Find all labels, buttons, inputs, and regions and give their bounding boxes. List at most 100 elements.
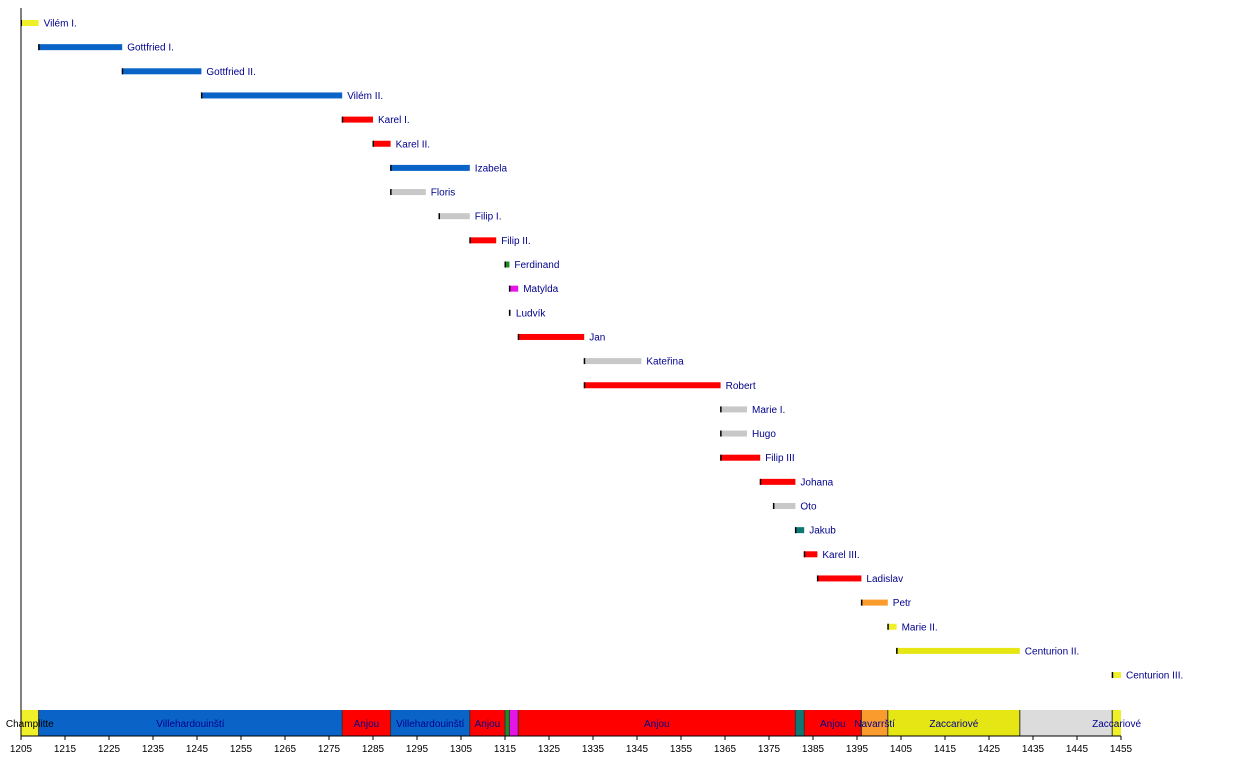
- label-robert: Robert: [726, 381, 756, 392]
- x-tick-label-1295: 1295: [406, 744, 429, 755]
- dynasty-segment-1: [38, 710, 343, 736]
- bar-start-tick-ferdinand: [504, 261, 506, 268]
- dynasty-segment-4: [469, 710, 505, 736]
- bar-ferdinand: [505, 261, 510, 268]
- x-tick-label-1395: 1395: [846, 744, 869, 755]
- bar-karel-ii: [373, 140, 391, 147]
- x-tick-label-1365: 1365: [714, 744, 737, 755]
- dynasty-boundary-13: [1111, 710, 1113, 736]
- dynasty-label-1: Villehardouinští: [156, 719, 224, 730]
- bar-start-tick-karel-ii: [372, 140, 374, 147]
- x-tick-label-1275: 1275: [318, 744, 341, 755]
- dynasty-boundary-11: [887, 710, 889, 736]
- bar-start-tick-filip-i: [438, 213, 440, 220]
- bar-start-tick-vilem-ii: [200, 92, 203, 99]
- label-ludvik: Ludvík: [516, 308, 546, 319]
- dynasty-boundary-10: [860, 710, 862, 736]
- bar-start-tick-matylda: [508, 285, 511, 292]
- bar-filip-iii: [720, 454, 761, 461]
- x-tick-label-1405: 1405: [890, 744, 913, 755]
- bar-start-tick-gottfried-ii: [121, 68, 124, 75]
- dynasty-segment-12: [1019, 710, 1113, 736]
- bar-petr: [861, 599, 888, 606]
- x-tick-label-1245: 1245: [186, 744, 209, 755]
- label-marie-ii: Marie II.: [902, 622, 938, 633]
- x-tick-label-1325: 1325: [538, 744, 561, 755]
- x-tick-label-1255: 1255: [230, 744, 253, 755]
- ruler-bars: Vilém I. Gottfried I. Gottfried II. Vilém I…: [20, 19, 1183, 682]
- bar-oto: [773, 503, 796, 509]
- label-marie-i: Marie I.: [752, 405, 785, 416]
- bar-start-tick-katerina: [583, 358, 586, 365]
- bar-vilem-i: [21, 20, 39, 26]
- x-tick-label-1215: 1215: [54, 744, 77, 755]
- bar-start-tick-filip-iii: [720, 454, 722, 461]
- dynasty-segment-8: [795, 710, 805, 736]
- bar-start-tick-ludvik: [508, 309, 511, 316]
- x-tick-label-1265: 1265: [274, 744, 297, 755]
- label-filip-ii: Filip II.: [501, 236, 530, 247]
- bar-izabela: [390, 164, 470, 171]
- bar-jan: [518, 333, 585, 340]
- x-tick-label-1305: 1305: [450, 744, 473, 755]
- dynasty-segment-11: [887, 710, 1020, 736]
- dynasty-label-4: Anjou: [475, 719, 501, 730]
- label-vilem-ii: Vilém II.: [347, 91, 383, 102]
- label-jakub: Jakub: [809, 526, 836, 537]
- bar-karel-iii: [804, 551, 818, 558]
- dynasty-band: Champlitte Villehardouinští Anjou Villehard…: [6, 710, 1141, 736]
- label-karel-ii: Karel II.: [396, 139, 430, 150]
- label-ferdinand: Ferdinand: [514, 260, 559, 271]
- bar-start-tick-johana: [759, 478, 762, 485]
- label-vilem-i: Vilém I.: [44, 19, 77, 30]
- bar-karel-i: [342, 116, 373, 123]
- dynasty-segment-7: [518, 710, 796, 736]
- bar-start-tick-gottfried-i: [38, 44, 40, 51]
- x-tick-label-1235: 1235: [142, 744, 165, 755]
- dynasty-label-13: Zaccariové: [1092, 719, 1141, 730]
- label-centurion-iii: Centurion III.: [1126, 671, 1183, 682]
- dynasty-label-0: Champlitte: [6, 719, 54, 730]
- label-floris: Floris: [431, 188, 455, 199]
- dynasty-segment-13: [1112, 710, 1121, 736]
- dynasty-boundary-1: [38, 710, 40, 736]
- dynasty-boundary-6: [508, 710, 510, 736]
- bar-start-tick-robert: [583, 382, 586, 389]
- bar-gottfried-ii: [122, 68, 202, 75]
- bar-vilem-ii: [201, 92, 343, 99]
- bar-start-tick-jakub: [794, 527, 797, 534]
- bar-marie-ii: [887, 623, 897, 630]
- label-oto: Oto: [800, 502, 817, 513]
- bar-start-tick-marie-i: [720, 406, 722, 413]
- bar-start-tick-filip-ii: [469, 237, 471, 244]
- dynasty-boundary-3: [390, 710, 392, 736]
- dynasty-label-11: Zaccariové: [929, 719, 978, 730]
- dynasty-label-9: Anjou: [820, 719, 846, 730]
- dynasty-boundary-12: [1019, 710, 1021, 736]
- bar-start-tick-centurion-iii: [1111, 672, 1114, 679]
- axes: 1205 1215 1225 1235 1245 1255 1265 1275 1285 1295…: [10, 8, 1133, 755]
- dynasty-boundary-5: [504, 710, 506, 736]
- bar-start-tick-hugo: [720, 430, 722, 437]
- bar-johana: [760, 478, 796, 485]
- dynasty-segment-3: [390, 710, 470, 736]
- bar-marie-i: [720, 406, 747, 413]
- dynasty-segment-0: [21, 710, 39, 736]
- bar-start-tick-oto: [772, 503, 775, 509]
- label-hugo: Hugo: [752, 429, 776, 440]
- dynasty-boundary-2: [341, 710, 343, 736]
- label-ladislav: Ladislav: [866, 574, 903, 585]
- label-karel-i: Karel I.: [378, 115, 410, 126]
- x-tick-label-1285: 1285: [362, 744, 385, 755]
- bar-start-tick-jan: [517, 333, 520, 340]
- label-johana: Johana: [800, 477, 833, 488]
- dynasty-label-2: Anjou: [354, 719, 380, 730]
- bar-start-tick-marie-ii: [887, 623, 889, 630]
- bar-start-tick-centurion-ii: [896, 647, 898, 654]
- dynasty-segment-6: [509, 710, 519, 736]
- bar-centurion-iii: [1112, 672, 1121, 679]
- label-jan: Jan: [589, 332, 605, 343]
- bar-jakub: [795, 527, 805, 534]
- x-tick-label-1225: 1225: [98, 744, 121, 755]
